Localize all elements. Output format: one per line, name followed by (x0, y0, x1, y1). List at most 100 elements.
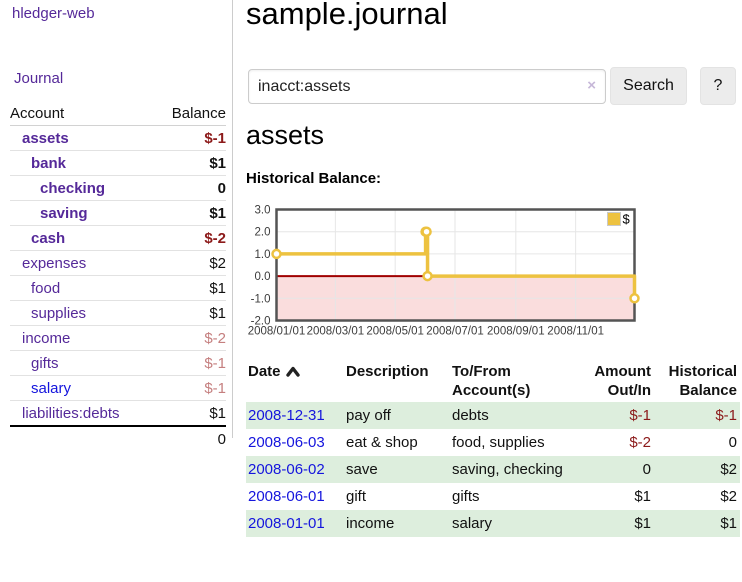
account-balance: $2 (209, 254, 226, 272)
svg-text:2008/11/01: 2008/11/01 (547, 326, 604, 338)
accounts-table-header: Account Balance (10, 101, 226, 126)
help-button[interactable]: ? (700, 67, 736, 105)
transaction-description: income (346, 515, 395, 532)
transaction-accounts: saving, checking (452, 461, 563, 478)
register-row: 2008-12-31 pay off debts $-1 $-1 (246, 402, 740, 429)
account-row-supplies: supplies $1 (10, 301, 226, 326)
transaction-amount: $1 (634, 488, 651, 505)
search-input[interactable] (248, 69, 606, 104)
account-row-liabilities-debts: liabilities:debts $1 (10, 401, 226, 426)
svg-text:2.0: 2.0 (255, 227, 271, 239)
transaction-amount: $1 (634, 515, 651, 532)
account-row-saving: saving $1 (10, 201, 226, 226)
account-row-salary: salary $-1 (10, 376, 226, 401)
account-balance: $-2 (204, 229, 226, 247)
accounts-table: Account Balance assets $-1 bank $1 check… (10, 101, 226, 451)
transaction-accounts: food, supplies (452, 434, 545, 451)
account-link-saving[interactable]: saving (40, 204, 88, 222)
transaction-balance: $1 (720, 515, 737, 532)
account-link-income[interactable]: income (22, 329, 71, 347)
account-balance: $1 (209, 279, 226, 297)
transaction-accounts: gifts (452, 488, 480, 505)
transaction-date-link[interactable]: 2008-06-01 (248, 488, 325, 505)
accounts-total-row: 0 (10, 425, 226, 451)
account-row-income: income $-2 (10, 326, 226, 351)
account-row-cash: cash $-2 (10, 226, 226, 251)
sort-ascending-icon (285, 363, 300, 382)
app-title-link[interactable]: hledger-web (12, 5, 95, 22)
account-balance: $-2 (204, 329, 226, 347)
account-balance: $1 (209, 204, 226, 222)
account-link-checking[interactable]: checking (40, 179, 106, 197)
transaction-description: gift (346, 488, 367, 505)
amount-column-header: Amount Out/In (594, 363, 651, 399)
account-balance: 0 (217, 179, 226, 197)
account-link-supplies[interactable]: supplies (31, 304, 87, 322)
register-row: 2008-06-02 save saving, checking 0 $2 (246, 456, 740, 483)
account-row-checking: checking 0 (10, 176, 226, 201)
sidebar: hledger-web Journal Account Balance asse… (0, 0, 233, 448)
balance-column-header: Balance (171, 104, 226, 122)
chart-heading: Historical Balance: (246, 170, 382, 187)
transaction-accounts: salary (452, 515, 493, 532)
transaction-date-link[interactable]: 2008-06-02 (248, 461, 325, 478)
transaction-date-link[interactable]: 2008-06-03 (248, 434, 325, 451)
account-link-gifts[interactable]: gifts (31, 354, 59, 372)
account-link-salary[interactable]: salary (31, 379, 72, 397)
account-link-assets[interactable]: assets (22, 129, 69, 147)
svg-text:1.0: 1.0 (255, 249, 271, 261)
account-heading: assets (246, 120, 325, 150)
svg-text:0.0: 0.0 (255, 271, 271, 283)
svg-text:2008/05/01: 2008/05/01 (366, 326, 424, 338)
transaction-amount: $-1 (629, 407, 651, 424)
svg-text:2008/09/01: 2008/09/01 (487, 326, 545, 338)
svg-text:$: $ (623, 212, 631, 227)
description-column-header: Description (346, 363, 429, 380)
register-table: Date Description To/From Account(s) Amoun… (246, 360, 740, 537)
account-link-cash[interactable]: cash (31, 229, 66, 247)
transaction-date-link[interactable]: 2008-01-01 (248, 515, 325, 532)
register-row: 2008-06-03 eat & shop food, supplies $-2… (246, 429, 740, 456)
account-balance: $-1 (204, 354, 226, 372)
page-title: sample.journal (246, 0, 448, 31)
svg-text:2008/01/01: 2008/01/01 (248, 326, 306, 338)
historical-balance-chart: 2008/01/01 2008/03/01 2008/05/01 2008/07/01… (248, 205, 640, 338)
account-link-expenses[interactable]: expenses (22, 254, 87, 272)
tofrom-column-header: To/From Account(s) (452, 363, 531, 399)
transaction-balance: 0 (728, 434, 737, 451)
svg-text:-1.0: -1.0 (251, 293, 271, 305)
accounts-total-value: 0 (217, 430, 226, 448)
svg-text:2008/03/01: 2008/03/01 (307, 326, 365, 338)
register-row: 2008-01-01 income salary $1 $1 (246, 510, 740, 537)
account-row-gifts: gifts $-1 (10, 351, 226, 376)
transaction-description: save (346, 461, 378, 478)
account-balance: $-1 (204, 379, 226, 397)
search-form: × (248, 69, 606, 104)
search-button[interactable]: Search (610, 67, 687, 105)
transaction-date-link[interactable]: 2008-12-31 (248, 407, 325, 424)
account-balance: $1 (209, 304, 226, 322)
account-link-liabilities-debts[interactable]: liabilities:debts (22, 404, 120, 422)
svg-text:-2.0: -2.0 (251, 316, 271, 328)
sidebar-item-journal[interactable]: Journal (14, 70, 64, 87)
account-row-bank: bank $1 (10, 151, 226, 176)
account-link-food[interactable]: food (31, 279, 61, 297)
transaction-accounts: debts (452, 407, 489, 424)
transaction-amount: 0 (642, 461, 651, 478)
account-column-header: Account (10, 104, 65, 122)
account-balance: $-1 (204, 129, 226, 147)
account-balance: $1 (209, 154, 226, 172)
register-header-row: Date Description To/From Account(s) Amoun… (246, 360, 740, 402)
transaction-description: eat & shop (346, 434, 418, 451)
account-row-assets: assets $-1 (10, 126, 226, 151)
date-column-header[interactable]: Date (246, 360, 344, 402)
register-row: 2008-06-01 gift gifts $1 $2 (246, 483, 740, 510)
svg-text:3.0: 3.0 (255, 205, 271, 217)
transaction-description: pay off (346, 407, 391, 424)
clear-search-icon[interactable]: × (587, 77, 596, 94)
svg-text:2008/07/01: 2008/07/01 (426, 326, 484, 338)
account-link-bank[interactable]: bank (31, 154, 67, 172)
account-row-food: food $1 (10, 276, 226, 301)
transaction-balance: $2 (720, 461, 737, 478)
